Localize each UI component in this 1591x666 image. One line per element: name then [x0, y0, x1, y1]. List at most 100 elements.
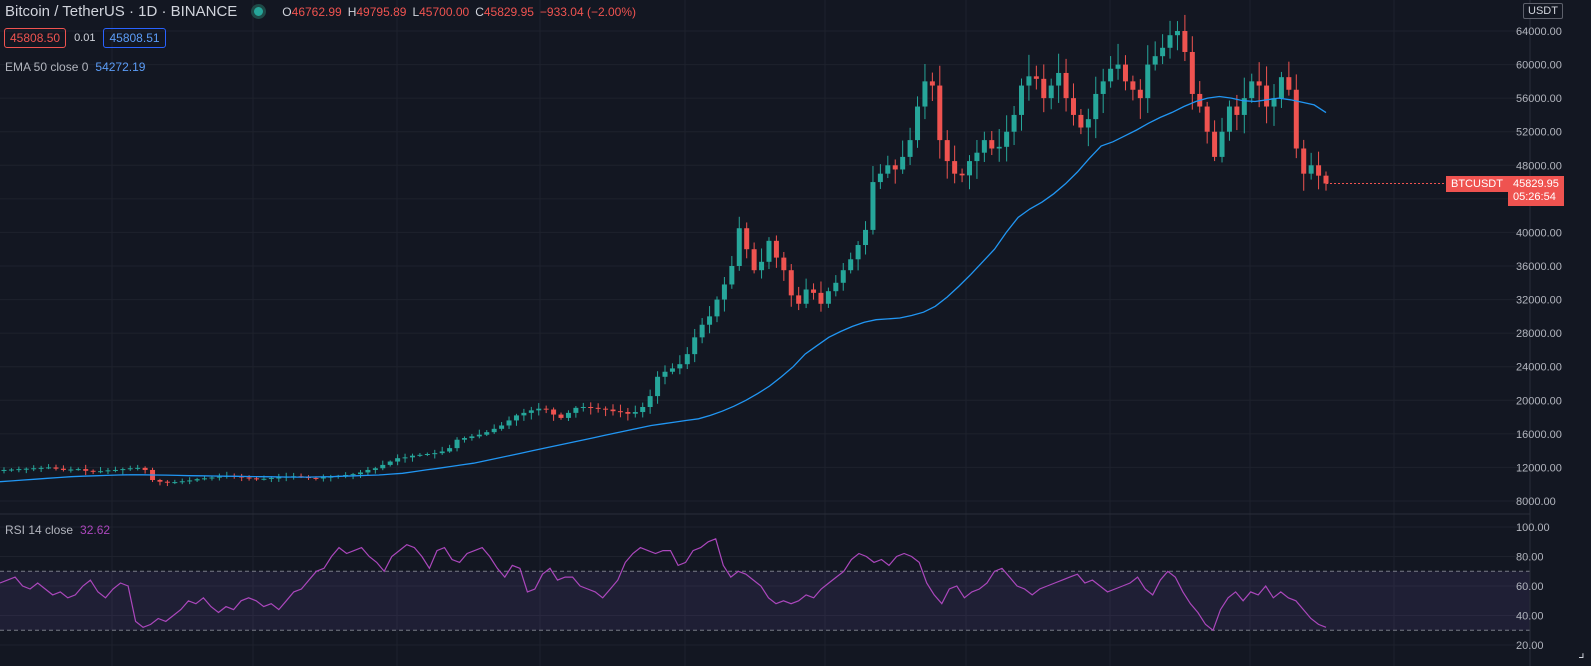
candle-body: [98, 471, 104, 473]
ohlc-value: 46762.99: [291, 4, 342, 19]
candle-body: [194, 479, 200, 481]
candle-body: [536, 408, 542, 411]
candle-body: [506, 420, 512, 426]
candle-body: [699, 324, 705, 338]
ema-legend[interactable]: EMA 50 close 0 54272.19: [5, 60, 145, 74]
candle-body: [640, 407, 646, 413]
candle-body: [1004, 131, 1010, 147]
grid-lines: [0, 0, 1530, 666]
candle-body: [127, 468, 133, 470]
candle-body: [469, 436, 475, 439]
candle-body: [83, 469, 89, 471]
candle-body: [402, 457, 408, 459]
candle-body: [1219, 131, 1225, 157]
candle-body: [16, 469, 22, 471]
candle-body: [179, 481, 185, 483]
candle-body: [885, 165, 891, 174]
candle-body: [967, 161, 973, 176]
price-tick-label: 8000.00: [1516, 496, 1556, 508]
candle-body: [164, 481, 170, 483]
candle-body: [1130, 81, 1136, 90]
candle-body: [1063, 72, 1069, 99]
candle-body: [1085, 119, 1091, 128]
price-tick-label: 56000.00: [1516, 93, 1562, 105]
rsi-band: [0, 570, 1530, 631]
market-status-icon[interactable]: [251, 4, 267, 19]
candle-body: [610, 409, 616, 412]
candle-body: [53, 467, 59, 469]
candle-body: [1033, 76, 1039, 79]
candle-body: [105, 470, 111, 472]
candle-body: [417, 454, 423, 456]
candle-body: [1182, 31, 1188, 52]
candle-body: [1108, 68, 1114, 82]
rsi-axis-ticks: 20.00 40.00 60.00 80.00 100.00: [1516, 522, 1550, 652]
candle-body: [1100, 81, 1106, 94]
candle-body: [513, 415, 519, 421]
candle-body: [1301, 148, 1307, 174]
candle-body: [447, 448, 453, 452]
candle-body: [1256, 81, 1262, 86]
candle-body: [1226, 106, 1232, 132]
candle-body: [476, 434, 482, 437]
candle-body: [268, 477, 274, 479]
candle-body: [759, 261, 765, 271]
candle-body: [60, 468, 66, 470]
symbol-tag: BTCUSDT: [1446, 176, 1508, 192]
candle-body: [833, 282, 839, 292]
candle-body: [714, 299, 720, 317]
candle-body: [528, 410, 534, 413]
last-price-label: 45829.95 05:26:54: [1508, 176, 1564, 206]
buy-button[interactable]: 45808.51: [103, 28, 166, 48]
candle-body: [662, 371, 668, 377]
candle-body: [892, 165, 898, 170]
candle-body: [803, 289, 809, 304]
candle-body: [320, 477, 326, 479]
candle-body: [729, 266, 735, 285]
price-tick-label: 36000.00: [1516, 261, 1562, 273]
candle-body: [870, 182, 876, 230]
rsi-line: [0, 537, 1327, 632]
ohlc-key: H: [347, 4, 357, 19]
rsi-tick-label: 80.00: [1516, 552, 1544, 564]
sell-button[interactable]: 45808.50: [4, 28, 67, 48]
candle-body: [907, 140, 913, 157]
candle-body: [595, 407, 601, 409]
candle-body: [625, 412, 631, 414]
candle-body: [8, 469, 14, 471]
resize-icon[interactable]: ⌟: [1578, 644, 1585, 660]
candle-body: [216, 476, 222, 478]
ohlc-value: 45829.95: [483, 4, 534, 19]
price-tick-label: 48000.00: [1516, 160, 1562, 172]
candle-body: [751, 249, 757, 271]
candle-body: [454, 439, 460, 449]
candle-body: [112, 469, 118, 471]
symbol-title[interactable]: Bitcoin / TetherUS · 1D · BINANCE: [5, 3, 238, 20]
candle-body: [773, 240, 779, 258]
rsi-tick-label: 40.00: [1516, 611, 1544, 623]
candle-body: [202, 478, 208, 480]
candle-body: [254, 478, 260, 480]
candle-body: [684, 354, 690, 365]
candle-body: [350, 474, 356, 476]
candle-body: [120, 469, 126, 471]
rsi-legend[interactable]: RSI 14 close 32.62: [5, 523, 110, 537]
ohlc-values: O46762.99 H49795.89 L45700.00 C45829.95 −933…: [282, 5, 636, 19]
price-tick-label: 52000.00: [1516, 127, 1562, 139]
candle-body: [23, 468, 29, 470]
candle-body: [1308, 165, 1314, 174]
candle-body: [1278, 77, 1284, 99]
currency-badge[interactable]: USDT: [1523, 3, 1563, 19]
candle-body: [1056, 72, 1062, 86]
candle-body: [157, 480, 163, 482]
ohlc-item: L45700.00: [412, 5, 469, 19]
candle-body: [959, 173, 965, 176]
candle-body: [669, 368, 675, 372]
price-tick-label: 12000.00: [1516, 462, 1562, 474]
candle-body: [603, 408, 609, 410]
candle-body: [558, 414, 564, 418]
candle-body: [1048, 85, 1054, 99]
candle-body: [1078, 114, 1084, 128]
